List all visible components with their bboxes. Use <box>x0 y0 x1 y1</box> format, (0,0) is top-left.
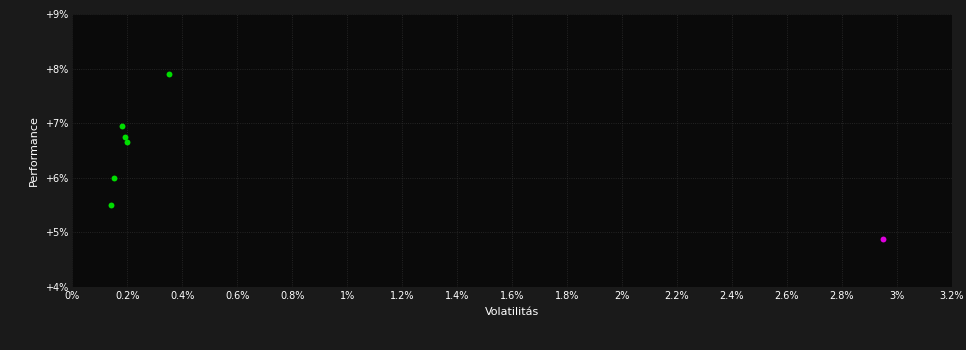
Point <box>161 71 177 77</box>
Point <box>120 140 135 145</box>
Point <box>114 123 129 129</box>
Point <box>117 134 132 140</box>
Point <box>875 237 891 242</box>
X-axis label: Volatilitás: Volatilitás <box>485 307 539 317</box>
Point <box>106 175 122 181</box>
Y-axis label: Performance: Performance <box>29 115 40 186</box>
Point <box>103 202 119 208</box>
